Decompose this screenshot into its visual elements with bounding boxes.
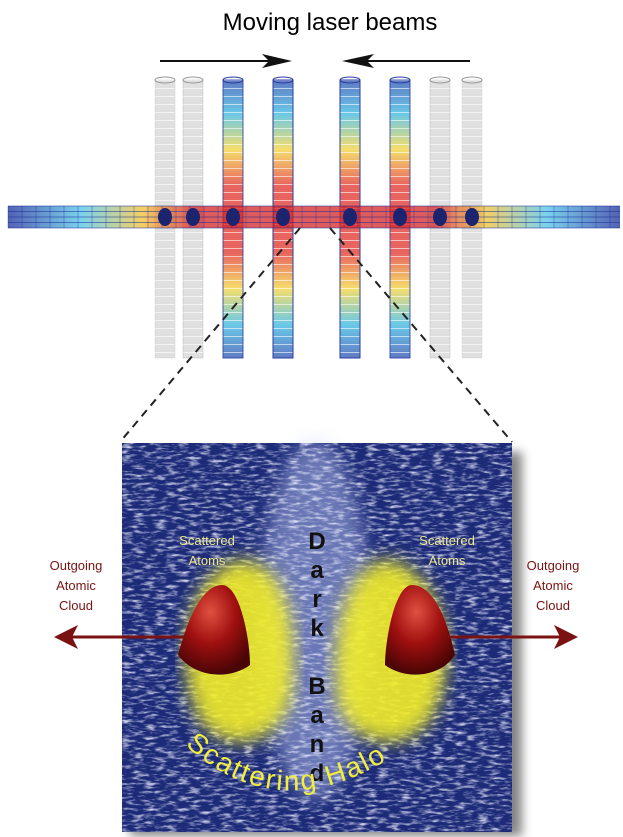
dark-band: Dark Band [304,528,331,789]
label-line: Atomic [56,578,96,593]
title: Moving laser beams [223,9,438,36]
atom [186,208,200,226]
diagram: Moving laser beams Dark Band Scattering … [0,0,623,837]
atom [393,208,407,226]
label-line: Cloud [59,598,93,613]
atom [276,208,290,226]
label-line: Scattered [419,533,475,548]
label-line: Outgoing [50,558,103,573]
atom [158,208,172,226]
atom [465,208,479,226]
label-line: Outgoing [527,558,580,573]
atom [226,208,240,226]
label-line: Cloud [536,598,570,613]
label-line: Atomic [533,578,573,593]
label-line: Atoms [189,553,226,568]
arrow-right [160,54,292,68]
atom [343,208,357,226]
label-line: Scattered [179,533,235,548]
arrow-left [342,54,470,68]
atom [433,208,447,226]
label-line: Atoms [429,553,466,568]
beams [8,77,620,358]
